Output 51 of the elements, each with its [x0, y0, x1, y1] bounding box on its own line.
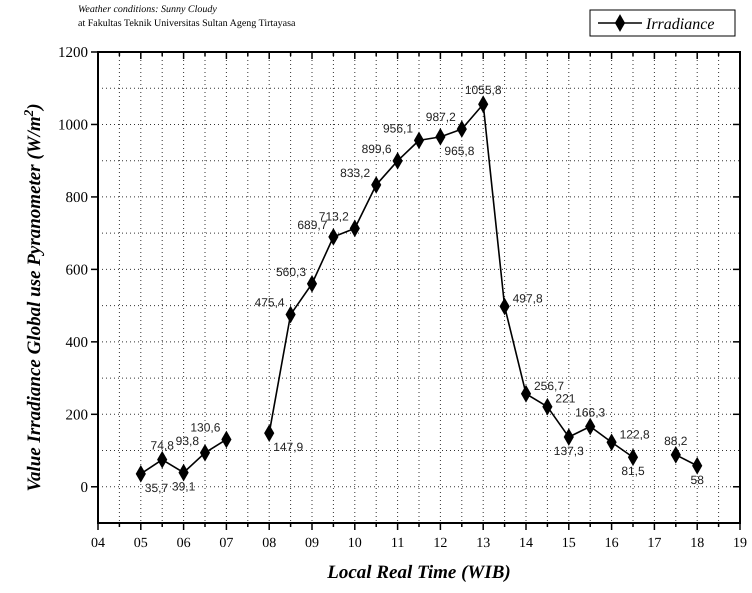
- text: at Fakultas Teknik Universitas Sultan Ageng Tirtayasa: [78, 18, 296, 29]
- x-tick-label: 05: [134, 536, 148, 551]
- x-tick-label: 09: [305, 536, 319, 551]
- data-label: 39,1: [172, 480, 196, 494]
- data-label: 1055,8: [464, 83, 502, 98]
- data-label: 130,6: [190, 420, 221, 434]
- data-label: 147,9: [273, 440, 304, 454]
- y-tick-label: 800: [66, 190, 88, 206]
- y-tick-label: 1200: [58, 45, 88, 61]
- data-label: 987,2: [426, 110, 456, 124]
- data-label: 713,2: [318, 209, 350, 224]
- y-tick-label: 200: [66, 407, 88, 424]
- x-tick-label: 10: [348, 536, 362, 551]
- legend-label: Irradiance: [645, 16, 714, 33]
- data-label: 122,8: [620, 427, 650, 442]
- data-label: 81,5: [621, 464, 645, 478]
- y-tick-label: 1000: [58, 117, 88, 134]
- x-tick-label: 18: [690, 536, 704, 551]
- data-label: 88,2: [664, 434, 688, 448]
- x-tick-label: 19: [733, 536, 747, 551]
- x-tick-label: 12: [433, 536, 448, 551]
- x-tick-label: 07: [219, 536, 234, 551]
- x-tick-label: 13: [476, 536, 490, 551]
- data-label: 965,8: [444, 144, 475, 158]
- data-label: 497,8: [512, 291, 543, 306]
- data-label: 256,7: [534, 378, 564, 393]
- x-tick-label: 04: [91, 536, 105, 551]
- x-tick-label: 17: [647, 536, 662, 551]
- data-label: 956,1: [382, 121, 414, 136]
- x-tick-label: 08: [262, 536, 276, 551]
- x-axis-title: Local Real Time (WIB): [326, 562, 511, 583]
- data-label: 93,8: [176, 434, 200, 448]
- data-label: 74,8: [150, 438, 174, 453]
- data-label: 166,3: [575, 406, 606, 420]
- data-label: 137,3: [554, 444, 584, 458]
- text: Weather conditions: Sunny Cloudy: [78, 4, 218, 15]
- x-tick-label: 16: [604, 536, 619, 551]
- x-tick-label: 14: [519, 536, 533, 551]
- data-label: 899,6: [362, 142, 392, 156]
- data-label: 58: [690, 472, 704, 487]
- y-tick-label: 400: [66, 334, 88, 351]
- x-tick-label: 06: [176, 536, 191, 551]
- x-tick-label: 11: [390, 536, 404, 551]
- data-label: 221: [555, 392, 576, 406]
- data-label: 560,3: [276, 264, 306, 279]
- data-label: 35,7: [144, 480, 168, 495]
- data-label: 833,2: [340, 166, 371, 180]
- x-tick-label: 15: [562, 536, 576, 551]
- y-tick-label: 600: [66, 262, 88, 278]
- y-tick-label: 0: [80, 480, 88, 496]
- data-label: 475,4: [254, 296, 285, 310]
